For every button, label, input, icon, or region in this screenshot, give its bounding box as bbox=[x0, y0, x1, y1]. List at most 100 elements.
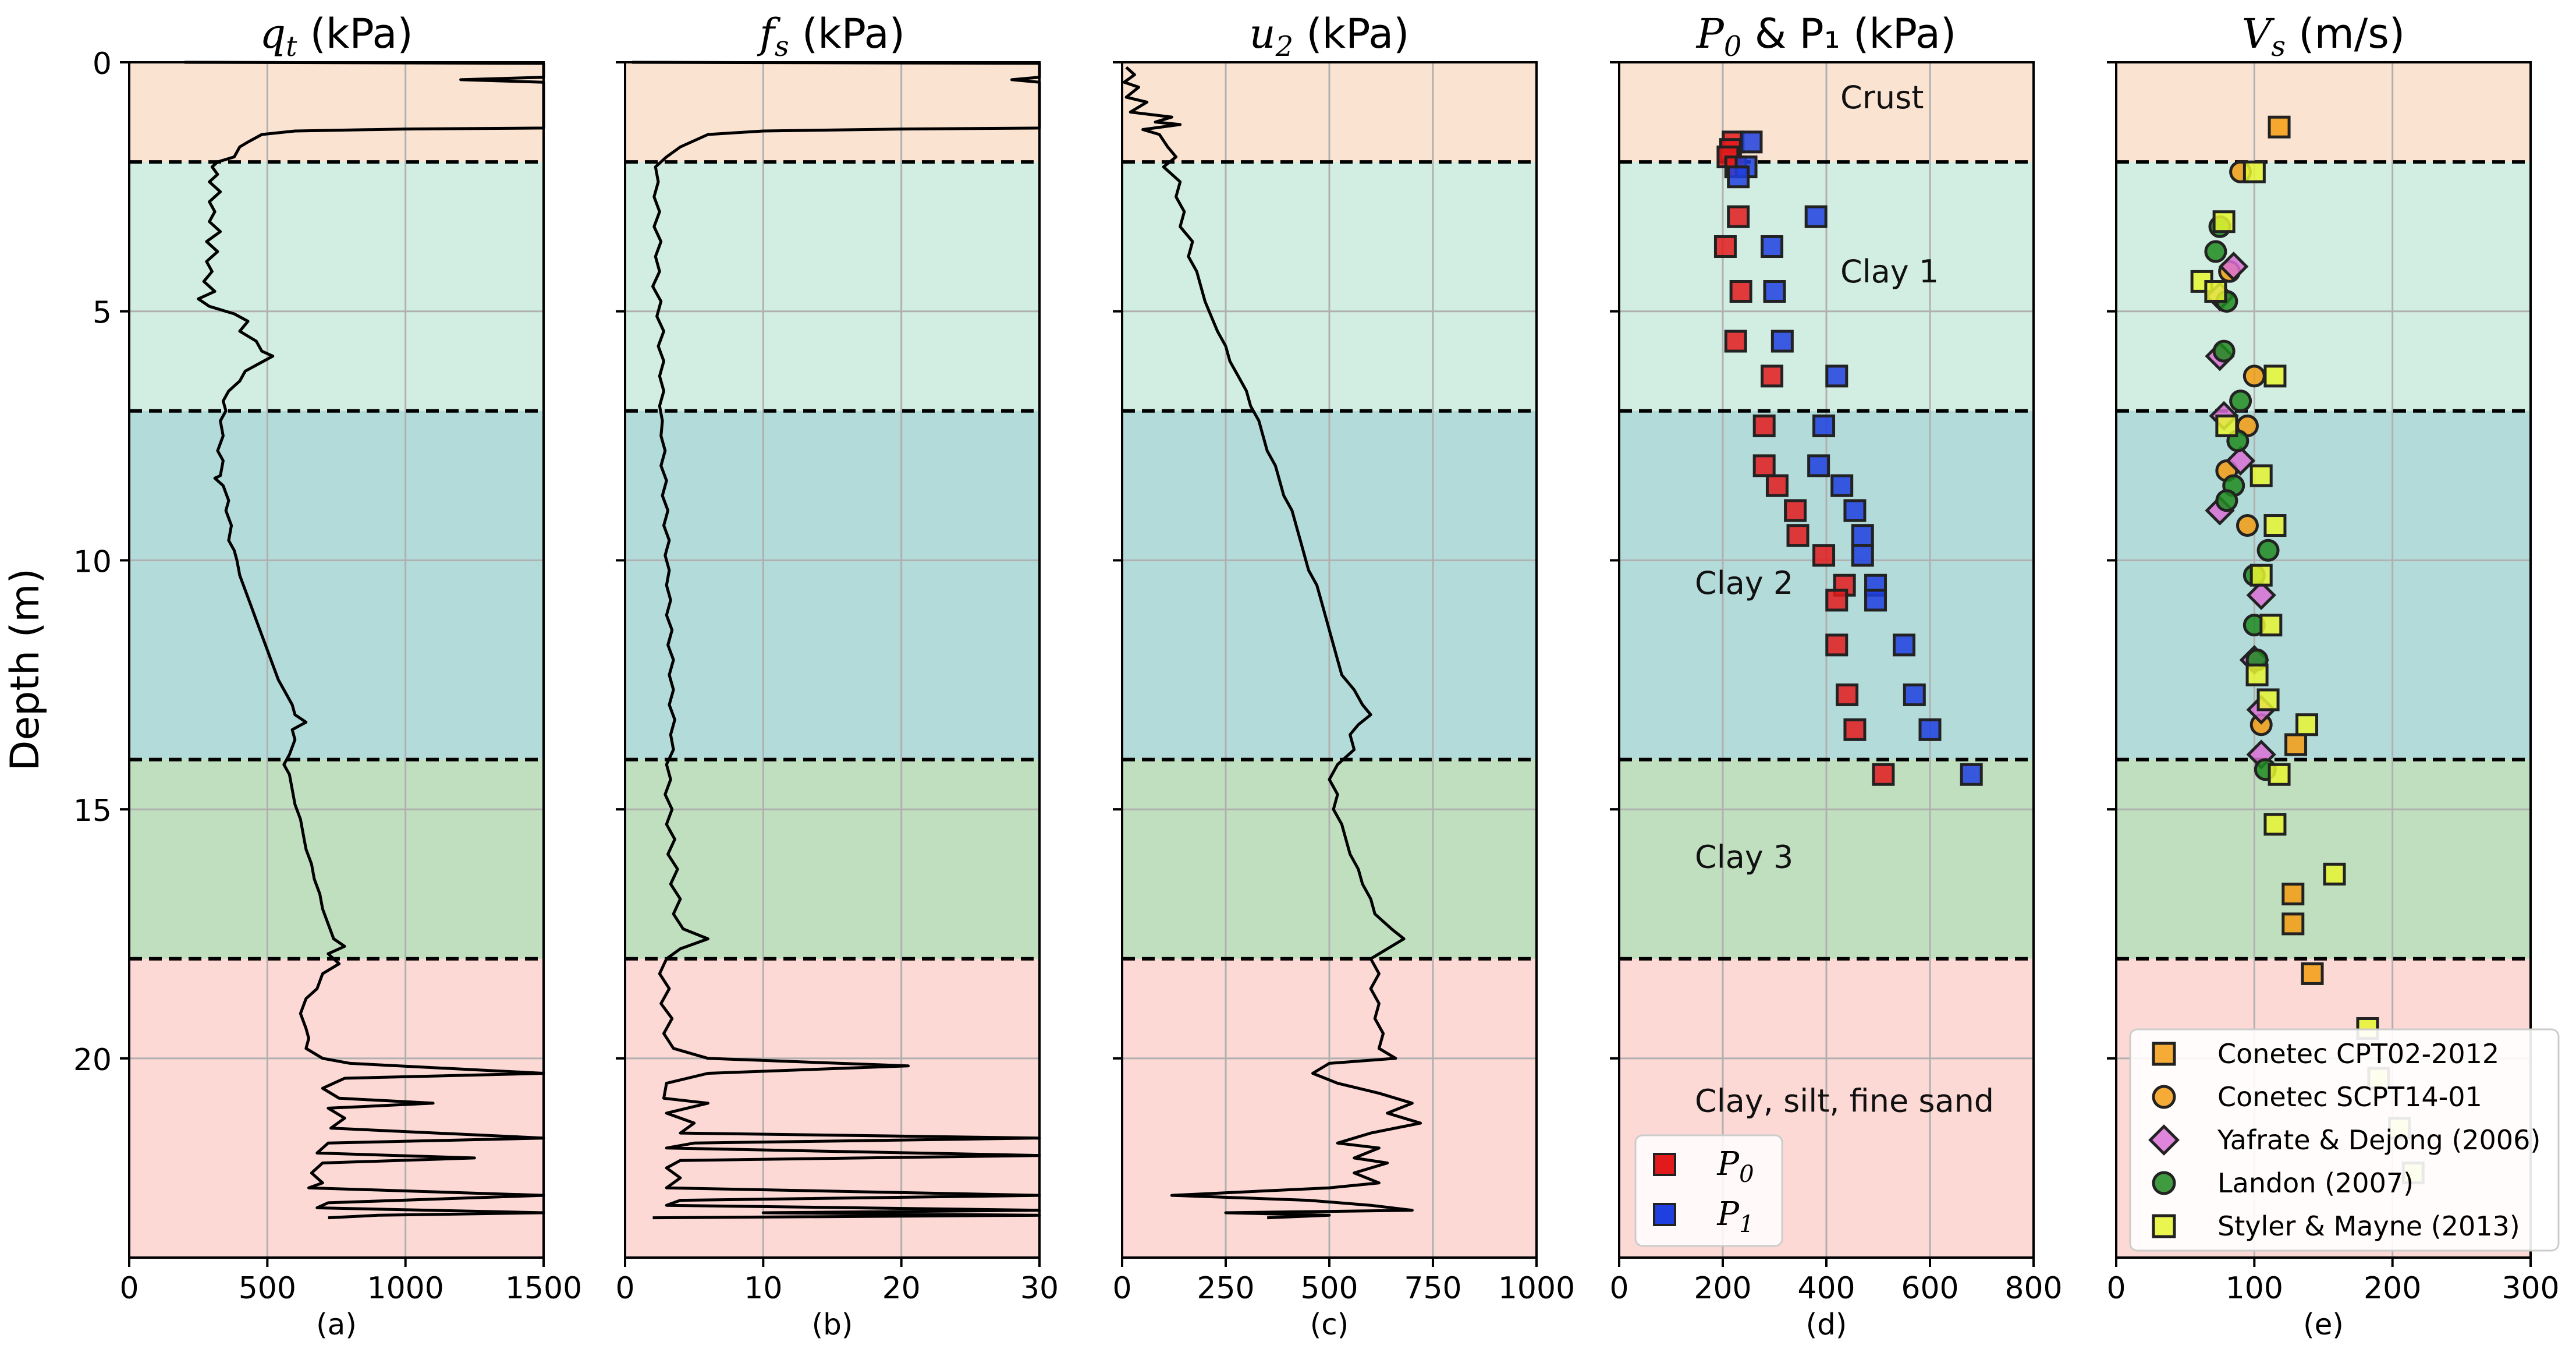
legend-vs: Conetec CPT02-2012 Conetec SCPT14-01 Yafra… bbox=[2129, 1028, 2560, 1252]
x-tick-label: 1000 bbox=[367, 1271, 443, 1306]
data-point-square bbox=[2259, 614, 2283, 637]
axes-frame bbox=[128, 61, 545, 1259]
panel-sublabel: (d) bbox=[1806, 1308, 1847, 1341]
x-tick-label: 300 bbox=[2502, 1271, 2559, 1306]
panel-b: 0 10 20 30 (b) fs (kPa) bbox=[615, 10, 1059, 1341]
x-tick-label: 200 bbox=[1694, 1271, 1751, 1306]
data-point-square bbox=[1770, 330, 1794, 353]
data-point-circle bbox=[2243, 364, 2266, 388]
y-tick-label: 5 bbox=[93, 296, 112, 331]
legend-marker bbox=[2152, 1042, 2176, 1066]
data-point-square bbox=[2249, 564, 2273, 587]
data-point-square bbox=[2256, 688, 2280, 711]
panel-title: Vs (m/s) bbox=[2242, 10, 2405, 63]
data-point-circle bbox=[2204, 240, 2227, 263]
legend-label: Styler & Mayne (2013) bbox=[2217, 1210, 2520, 1242]
data-point-square bbox=[2323, 862, 2346, 886]
data-point-circle bbox=[2236, 514, 2259, 537]
layer-band bbox=[625, 62, 1039, 162]
legend-label: Conetec CPT02-2012 bbox=[2217, 1038, 2499, 1070]
data-point-square bbox=[2204, 279, 2227, 303]
legend-label: P1 bbox=[1716, 1195, 1754, 1238]
panel-sublabel: (c) bbox=[1310, 1308, 1349, 1341]
data-point-square bbox=[2268, 115, 2291, 139]
data-point-square bbox=[1765, 474, 1789, 497]
data-point-square bbox=[1825, 589, 1848, 612]
data-point-square bbox=[2263, 514, 2287, 537]
data-point-square bbox=[1763, 279, 1786, 303]
data-point-square bbox=[1903, 683, 1926, 706]
data-point-square bbox=[1713, 235, 1737, 259]
panel-sublabel: (a) bbox=[316, 1308, 357, 1341]
legend-marker bbox=[2148, 1124, 2180, 1156]
x-tick-label: 100 bbox=[2226, 1271, 2283, 1306]
profile-line bbox=[184, 61, 545, 1220]
panel-a: 0 500 1000 1500 0 5 10 15 20 (a) qt (kPa) bbox=[73, 10, 582, 1341]
profile-line bbox=[1123, 66, 1422, 1220]
layer-band bbox=[129, 162, 544, 411]
panel-sublabel: (e) bbox=[2303, 1308, 2344, 1341]
y-tick-label: 10 bbox=[73, 544, 112, 579]
x-tick-label: 400 bbox=[1797, 1271, 1855, 1306]
profile-line bbox=[631, 61, 1041, 1220]
data-point-square bbox=[1786, 524, 1809, 547]
data-point-square bbox=[1893, 633, 1915, 657]
data-point-square bbox=[1804, 205, 1828, 228]
data-point-square bbox=[2243, 160, 2266, 183]
layer-band bbox=[129, 410, 544, 760]
legend-box bbox=[1634, 1134, 1783, 1247]
data-point-square bbox=[2268, 763, 2291, 786]
data-point-square bbox=[1872, 763, 1895, 786]
x-tick-label: 800 bbox=[2004, 1271, 2062, 1306]
data-point-square bbox=[2301, 962, 2324, 985]
data-point-square bbox=[1830, 474, 1854, 497]
x-tick-label: 500 bbox=[1300, 1271, 1358, 1306]
panel-e: 0 100 200 300 (e) Vs (m/s) Conetec CPT02-2012 C… bbox=[2106, 10, 2559, 1341]
layer-band bbox=[2116, 410, 2531, 760]
layer-band bbox=[625, 410, 1039, 760]
x-tick-label: 200 bbox=[2364, 1271, 2421, 1306]
x-tick-label: 250 bbox=[1197, 1271, 1254, 1306]
x-tick-label: 0 bbox=[2106, 1271, 2126, 1306]
data-point-circle bbox=[2215, 489, 2238, 512]
layer-band bbox=[129, 62, 544, 162]
legend-box bbox=[2129, 1028, 2560, 1252]
panel-c: 0 250 500 750 1000 (c) u2 (kPa) bbox=[1112, 10, 1575, 1341]
legend-label: P0 bbox=[1716, 1145, 1754, 1188]
data-point-square bbox=[2215, 414, 2238, 437]
layer-band bbox=[129, 759, 544, 959]
data-point-square bbox=[2295, 713, 2319, 737]
x-tick-label: 1500 bbox=[505, 1271, 582, 1306]
data-point-square bbox=[2212, 210, 2236, 233]
data-point-square bbox=[1812, 414, 1836, 437]
legend-marker bbox=[2152, 1171, 2176, 1195]
data-point-square bbox=[2263, 813, 2287, 836]
legend-label: Conetec SCPT14-01 bbox=[2217, 1081, 2482, 1113]
layer-band bbox=[625, 759, 1039, 959]
x-tick-label: 600 bbox=[1901, 1271, 1958, 1306]
data-point-square bbox=[1864, 589, 1887, 612]
layer-label: Crust bbox=[1840, 79, 1924, 116]
data-point-circle bbox=[2212, 339, 2236, 363]
data-point-square bbox=[2245, 663, 2269, 686]
layer-label: Clay 3 bbox=[1695, 838, 1793, 875]
axes-frame bbox=[624, 61, 1041, 1259]
data-point-square bbox=[1843, 718, 1867, 741]
layer-label: Clay 2 bbox=[1695, 565, 1793, 601]
x-tick-label: 0 bbox=[615, 1271, 634, 1306]
legend-marker bbox=[1653, 1153, 1676, 1176]
data-point-diamond bbox=[2219, 252, 2249, 282]
data-point-square bbox=[2282, 883, 2305, 906]
y-tick-label: 15 bbox=[73, 794, 112, 828]
axes-frame bbox=[2115, 61, 2532, 1259]
x-tick-label: 750 bbox=[1404, 1271, 1461, 1306]
y-tick-label: 0 bbox=[93, 47, 112, 82]
panel-title: qt (kPa) bbox=[260, 10, 413, 63]
data-point-square bbox=[1836, 683, 1859, 706]
layer-band bbox=[2116, 62, 2531, 162]
panel-d: Crust Clay 1 Clay 2 Clay 3 Clay, silt, fine … bbox=[1609, 10, 2062, 1341]
panel-title: P0 & P₁ (kPa) bbox=[1695, 10, 1956, 63]
data-point-square bbox=[1843, 499, 1867, 522]
data-point-square bbox=[1729, 279, 1752, 303]
